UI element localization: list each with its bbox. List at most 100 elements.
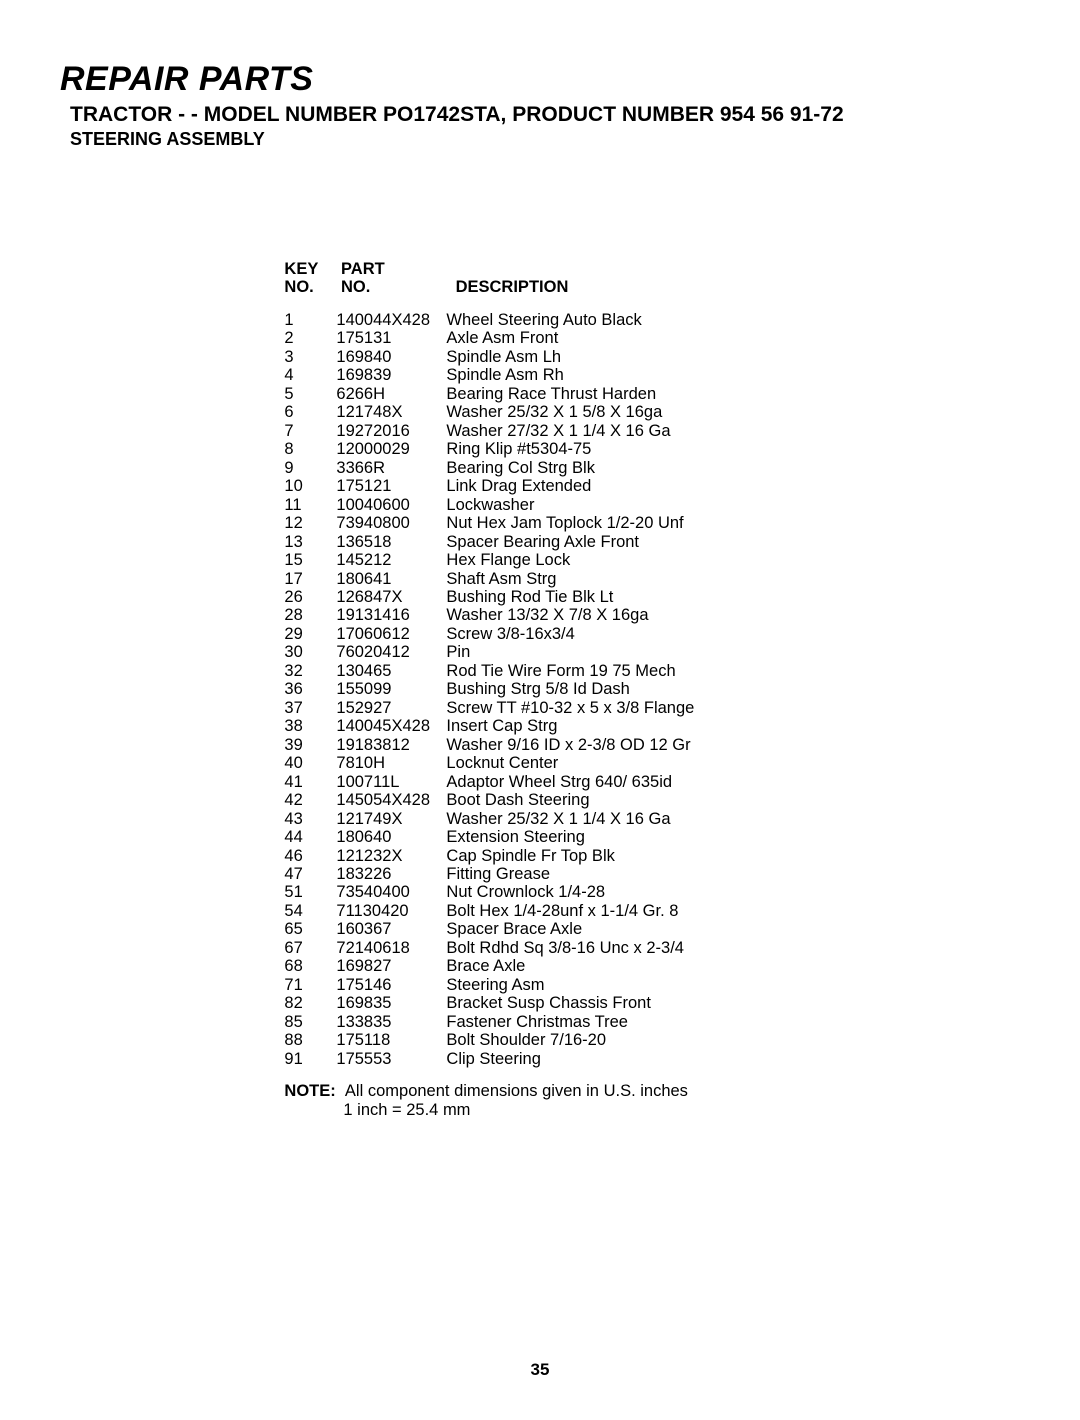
cell-part-no: 100711L — [336, 773, 446, 791]
table-row: 719272016Washer 27/32 X 1 1/4 X 16 Ga — [284, 422, 795, 440]
cell-description: Bushing Rod Tie Blk Lt — [446, 588, 786, 606]
table-row: 88175118Bolt Shoulder 7/16-20 — [284, 1031, 795, 1049]
cell-part-no: 71130420 — [336, 902, 446, 920]
cell-key-no: 36 — [284, 680, 336, 698]
cell-part-no: 72140618 — [336, 939, 446, 957]
cell-part-no: 175146 — [336, 976, 446, 994]
cell-key-no: 30 — [284, 643, 336, 661]
cell-key-no: 46 — [284, 847, 336, 865]
cell-description: Bolt Rdhd Sq 3/8-16 Unc x 2-3/4 — [446, 939, 786, 957]
cell-key-no: 65 — [284, 920, 336, 938]
cell-part-no: 160367 — [336, 920, 446, 938]
table-row: 17180641Shaft Asm Strg — [284, 570, 795, 588]
cell-part-no: 7810H — [336, 754, 446, 772]
table-row: 13136518Spacer Bearing Axle Front — [284, 533, 795, 551]
column-header-part: PART NO. — [341, 260, 451, 297]
table-header-row: KEY NO. PART NO. DESCRIPTION — [284, 260, 795, 297]
column-header-key-line1: KEY — [284, 260, 318, 278]
cell-part-no: 121232X — [336, 847, 446, 865]
column-header-part-line1: PART — [341, 260, 385, 278]
cell-description: Washer 9/16 ID x 2-3/8 OD 12 Gr — [446, 736, 786, 754]
note-block: NOTE: All component dimensions given in … — [284, 1082, 795, 1120]
assembly-title: STEERING ASSEMBLY — [70, 129, 1020, 150]
table-row: 85133835Fastener Christmas Tree — [284, 1013, 795, 1031]
cell-key-no: 67 — [284, 939, 336, 957]
cell-key-no: 2 — [284, 329, 336, 347]
cell-part-no: 152927 — [336, 699, 446, 717]
cell-key-no: 39 — [284, 736, 336, 754]
table-body: 1140044X428Wheel Steering Auto Black2175… — [284, 311, 795, 1068]
table-row: 4169839Spindle Asm Rh — [284, 366, 795, 384]
cell-description: Bolt Shoulder 7/16-20 — [446, 1031, 786, 1049]
cell-description: Screw 3/8-16x3/4 — [446, 625, 786, 643]
cell-key-no: 29 — [284, 625, 336, 643]
cell-key-no: 26 — [284, 588, 336, 606]
cell-key-no: 32 — [284, 662, 336, 680]
table-row: 2917060612Screw 3/8-16x3/4 — [284, 625, 795, 643]
table-row: 37152927Screw TT #10-32 x 5 x 3/8 Flange — [284, 699, 795, 717]
note-line2: 1 inch = 25.4 mm — [284, 1101, 470, 1119]
cell-key-no: 13 — [284, 533, 336, 551]
cell-key-no: 42 — [284, 791, 336, 809]
cell-key-no: 68 — [284, 957, 336, 975]
cell-description: Hex Flange Lock — [446, 551, 786, 569]
cell-part-no: 73940800 — [336, 514, 446, 532]
table-row: 3919183812Washer 9/16 ID x 2-3/8 OD 12 G… — [284, 736, 795, 754]
cell-description: Washer 25/32 X 1 1/4 X 16 Ga — [446, 810, 786, 828]
cell-part-no: 126847X — [336, 588, 446, 606]
table-row: 91175553Clip Steering — [284, 1050, 795, 1068]
cell-part-no: 17060612 — [336, 625, 446, 643]
cell-part-no: 136518 — [336, 533, 446, 551]
cell-part-no: 10040600 — [336, 496, 446, 514]
cell-part-no: 121749X — [336, 810, 446, 828]
section-title: REPAIR PARTS — [60, 60, 1020, 99]
table-row: 46121232XCap Spindle Fr Top Blk — [284, 847, 795, 865]
cell-part-no: 133835 — [336, 1013, 446, 1031]
column-header-key: KEY NO. — [284, 260, 336, 297]
cell-description: Brace Axle — [446, 957, 786, 975]
cell-description: Cap Spindle Fr Top Blk — [446, 847, 786, 865]
table-row: 3169840Spindle Asm Lh — [284, 348, 795, 366]
cell-part-no: 180640 — [336, 828, 446, 846]
cell-key-no: 47 — [284, 865, 336, 883]
cell-key-no: 17 — [284, 570, 336, 588]
cell-key-no: 91 — [284, 1050, 336, 1068]
column-header-description: DESCRIPTION — [456, 260, 796, 297]
table-row: 407810HLocknut Center — [284, 754, 795, 772]
cell-description: Insert Cap Strg — [446, 717, 786, 735]
cell-part-no: 183226 — [336, 865, 446, 883]
column-header-description-label: DESCRIPTION — [456, 278, 569, 296]
cell-description: Fastener Christmas Tree — [446, 1013, 786, 1031]
cell-part-no: 169839 — [336, 366, 446, 384]
cell-part-no: 169840 — [336, 348, 446, 366]
cell-key-no: 38 — [284, 717, 336, 735]
cell-key-no: 11 — [284, 496, 336, 514]
table-row: 10175121Link Drag Extended — [284, 477, 795, 495]
cell-part-no: 76020412 — [336, 643, 446, 661]
cell-key-no: 41 — [284, 773, 336, 791]
table-row: 1273940800Nut Hex Jam Toplock 1/2-20 Unf — [284, 514, 795, 532]
cell-part-no: 175131 — [336, 329, 446, 347]
cell-key-no: 28 — [284, 606, 336, 624]
column-header-key-line2: NO. — [284, 278, 313, 296]
table-row: 5471130420Bolt Hex 1/4-28unf x 1-1/4 Gr.… — [284, 902, 795, 920]
cell-part-no: 130465 — [336, 662, 446, 680]
cell-description: Locknut Center — [446, 754, 786, 772]
table-row: 42145054X428Boot Dash Steering — [284, 791, 795, 809]
cell-description: Axle Asm Front — [446, 329, 786, 347]
note-label: NOTE: — [284, 1082, 335, 1100]
cell-key-no: 82 — [284, 994, 336, 1012]
cell-description: Washer 13/32 X 7/8 X 16ga — [446, 606, 786, 624]
cell-description: Shaft Asm Strg — [446, 570, 786, 588]
cell-description: Boot Dash Steering — [446, 791, 786, 809]
cell-part-no: 175553 — [336, 1050, 446, 1068]
cell-part-no: 12000029 — [336, 440, 446, 458]
cell-part-no: 175121 — [336, 477, 446, 495]
table-row: 71175146Steering Asm — [284, 976, 795, 994]
cell-key-no: 7 — [284, 422, 336, 440]
cell-part-no: 19272016 — [336, 422, 446, 440]
table-row: 36155099Bushing Strg 5/8 Id Dash — [284, 680, 795, 698]
table-row: 41100711LAdaptor Wheel Strg 640/ 635id — [284, 773, 795, 791]
page-number: 35 — [60, 1360, 1020, 1380]
parts-table: KEY NO. PART NO. DESCRIPTION 1140044X428… — [284, 260, 795, 1120]
